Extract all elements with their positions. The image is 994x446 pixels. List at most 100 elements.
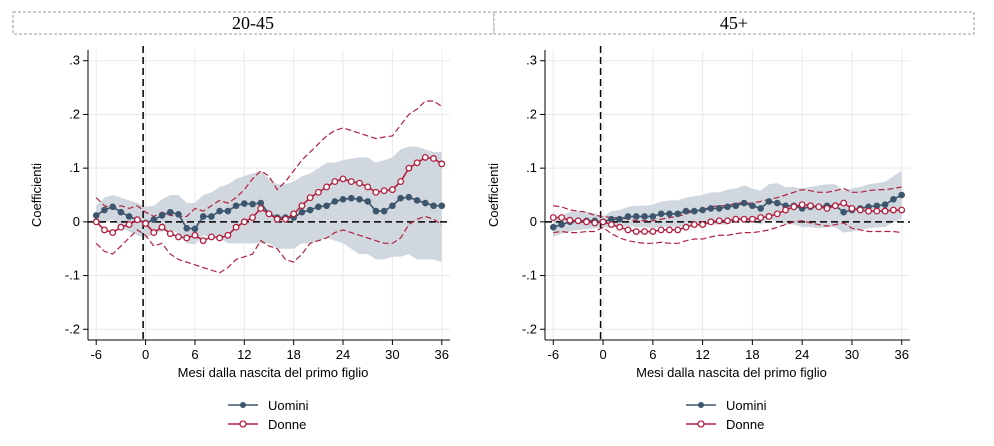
x-tick-label: 18 (286, 347, 300, 362)
panel-left: 20-45 -.2 -.1 0 .1 .2 .3 -6 0 6 12 18 24 30 36 Coeffic… (12, 11, 495, 432)
women-data-point (166, 230, 174, 238)
women-data-point (583, 218, 590, 226)
men-data-point (92, 212, 100, 219)
men-data-point (323, 202, 330, 210)
women-data-point (339, 175, 347, 183)
men-data-point (191, 225, 199, 233)
x-tick-label: 30 (845, 347, 859, 362)
legend-men-label: Uomini (726, 398, 767, 413)
men-data-point (109, 203, 116, 211)
men-data-point (438, 202, 446, 210)
women-data-point (133, 216, 141, 224)
women-data-point (773, 210, 781, 218)
men-data-point (715, 205, 723, 212)
y-axis-title: Coefficienti (486, 163, 501, 227)
women-data-point (898, 206, 906, 214)
women-data-point (364, 183, 372, 191)
men-data-point (166, 208, 174, 216)
x-tick-label: 0 (142, 347, 149, 362)
legend-men-marker (240, 402, 246, 408)
women-data-point (707, 218, 715, 226)
x-tick-label: 18 (745, 347, 759, 362)
women-data-point (831, 202, 839, 210)
women-data-point (117, 223, 125, 231)
women-data-point (356, 179, 363, 187)
women-data-point (430, 155, 437, 162)
women-data-point (657, 226, 665, 234)
women-data-point (607, 221, 615, 228)
y-axis-title: Coefficienti (29, 163, 44, 227)
women-data-point (191, 231, 199, 239)
men-data-point (732, 202, 740, 210)
panel-right-title: 45+ (720, 13, 748, 33)
legend-women-marker (697, 420, 705, 428)
men-data-point (657, 210, 665, 218)
men-data-point (624, 213, 632, 220)
men-data-point (158, 212, 166, 219)
panel-right: 45+ -.2 -.1 0 .1 .2 .3 -6 0 6 12 18 24 30 36 Coefficie… (486, 11, 975, 432)
men-data-point (749, 202, 756, 210)
men-data-point (208, 213, 215, 220)
women-data-point (380, 187, 388, 195)
men-data-point (707, 205, 715, 212)
men-data-point (632, 213, 640, 220)
women-ci-line-lower (95, 215, 443, 274)
y-tick-label: .3 (526, 53, 537, 68)
women-data-point (323, 183, 331, 191)
men-data-point (216, 207, 223, 215)
men-data-point (331, 198, 339, 205)
men-data-point (773, 199, 781, 207)
x-tick-label: 30 (385, 347, 399, 362)
men-data-point (649, 213, 657, 220)
women-data-point (207, 233, 215, 241)
x-tick-label: -6 (548, 347, 560, 362)
women-data-point (566, 216, 574, 224)
women-data-point (298, 202, 306, 210)
women-data-point (823, 204, 831, 212)
women-data-point (183, 234, 191, 242)
men-data-point (413, 197, 421, 204)
women-data-point (257, 204, 265, 212)
x-tick-label: 12 (237, 347, 251, 362)
men-data-point (372, 207, 380, 215)
women-data-point (790, 203, 798, 211)
women-data-point (216, 234, 224, 242)
women-data-point (158, 223, 166, 231)
women-data-point (881, 207, 889, 215)
men-data-point (117, 208, 125, 216)
men-data-point (558, 221, 565, 228)
men-data-point (674, 210, 682, 218)
men-data-point (306, 206, 314, 214)
y-tick-label: .3 (69, 53, 80, 68)
women-data-point (591, 219, 599, 227)
panel-right-plot: -.2 -.1 0 .1 .2 .3 -6 0 6 12 18 24 30 36 Coefficienti M… (486, 46, 910, 432)
men-data-point (422, 199, 429, 207)
men-data-point (397, 194, 404, 202)
panel-left-title: 20-45 (232, 13, 274, 33)
women-data-point (682, 223, 690, 231)
legend-men-label: Uomini (268, 398, 309, 413)
men-data-point (315, 203, 322, 211)
x-tick-label: 0 (599, 347, 606, 362)
women-data-point (413, 159, 421, 167)
men-data-point (881, 201, 889, 208)
women-data-point (249, 214, 256, 222)
women-data-point (331, 178, 339, 186)
y-tick-label: .1 (526, 160, 537, 175)
y-tick-label: .2 (69, 106, 80, 121)
women-data-point (265, 210, 273, 218)
women-ci-line-lower (553, 220, 902, 244)
women-data-point (92, 218, 100, 226)
men-data-point (890, 195, 897, 203)
women-data-point (889, 206, 897, 214)
men-data-point (241, 200, 248, 207)
women-data-point (347, 178, 355, 186)
men-data-point (389, 202, 396, 210)
men-data-point (199, 213, 207, 220)
women-data-point (438, 160, 446, 168)
y-tick-label: 0 (73, 214, 80, 229)
women-data-point (782, 206, 790, 214)
men-data-point (757, 205, 764, 212)
y-tick-label: -.2 (65, 321, 80, 336)
men-data-point (356, 195, 363, 203)
